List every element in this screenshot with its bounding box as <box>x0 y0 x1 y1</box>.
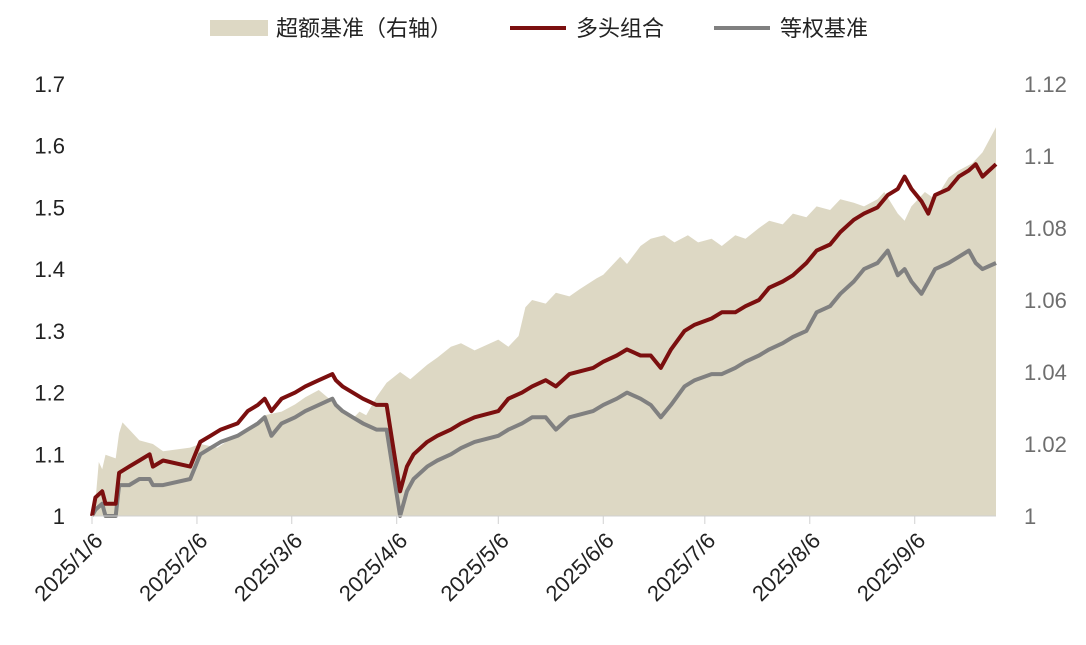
x-tick-label: 2025/4/6 <box>334 528 412 606</box>
x-tick-label: 2025/5/6 <box>436 528 514 606</box>
y-left-tick-label: 1.4 <box>34 257 65 282</box>
y-right-tick-label: 1.02 <box>1024 432 1067 457</box>
legend-label-equal-weight-benchmark: 等权基准 <box>780 17 868 42</box>
x-tick-label: 2025/3/6 <box>229 528 307 606</box>
legend-label-excess-benchmark: 超额基准（右轴） <box>276 17 452 42</box>
y-left-tick-label: 1.5 <box>34 195 65 220</box>
y-left-tick-label: 1.1 <box>34 442 65 467</box>
x-tick-label: 2025/7/6 <box>642 528 720 606</box>
plot-area <box>90 127 998 518</box>
y-right-tick-label: 1 <box>1024 504 1036 529</box>
y-left-tick-label: 1.7 <box>34 72 65 97</box>
y-right-tick-label: 1.08 <box>1024 216 1067 241</box>
series-line-long-portfolio <box>90 162 998 517</box>
series-area-excess-benchmark <box>92 127 996 516</box>
y-left-tick-label: 1.6 <box>34 134 65 159</box>
y-right-tick-label: 1.12 <box>1024 72 1067 97</box>
legend: 超额基准（右轴） 多头组合 等权基准 <box>210 17 868 42</box>
y-right-tick-label: 1.06 <box>1024 288 1067 313</box>
legend-label-long-portfolio: 多头组合 <box>576 17 664 42</box>
x-tick-label: 2025/2/6 <box>134 528 212 606</box>
series-line-equal-weight-benchmark <box>90 248 997 518</box>
y-left-tick-label: 1 <box>53 504 65 529</box>
x-tick-label: 2025/1/6 <box>29 528 107 606</box>
y-left-tick-label: 1.3 <box>34 319 65 344</box>
y-left-tick-label: 1.2 <box>34 381 65 406</box>
x-tick-label: 2025/8/6 <box>747 528 825 606</box>
x-tick-label: 2025/6/6 <box>541 528 619 606</box>
y-right-tick-label: 1.1 <box>1024 144 1055 169</box>
x-tick-label: 2025/9/6 <box>852 528 930 606</box>
legend-swatch-excess-benchmark <box>210 20 268 36</box>
y-right-tick-label: 1.04 <box>1024 360 1067 385</box>
